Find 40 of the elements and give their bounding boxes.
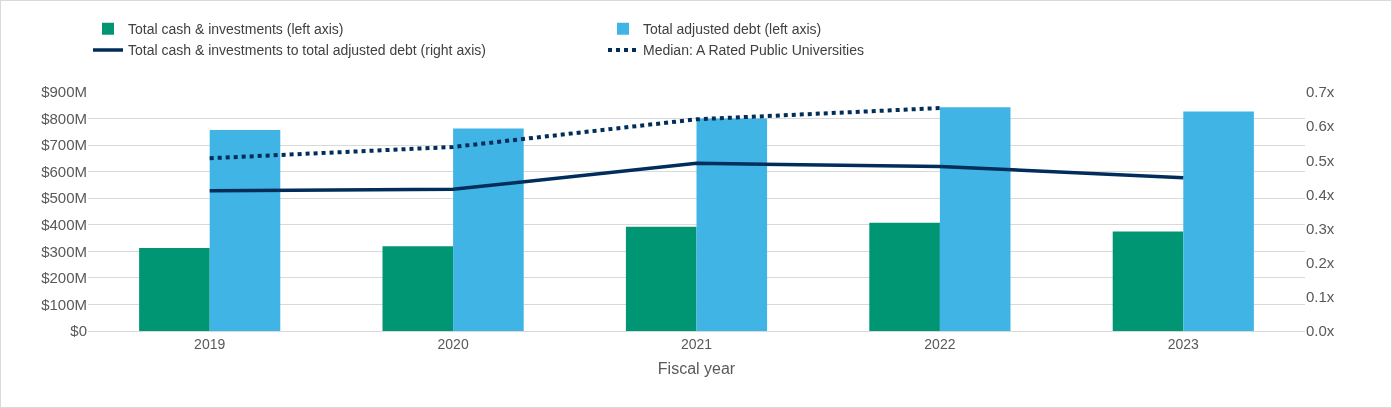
legend-label: Total cash & investments to total adjusted debt (right axis) xyxy=(128,42,486,59)
y2-tick-label: 0.7x xyxy=(1306,83,1335,101)
x-tick-label: 2022 xyxy=(924,335,956,352)
y-tick-label: $400M xyxy=(41,216,87,234)
y2-tick-label: 0.2x xyxy=(1306,253,1335,271)
line-series xyxy=(207,106,942,161)
y2-tick-label: 0.0x xyxy=(1306,322,1335,340)
y2-tick-label: 0.4x xyxy=(1306,185,1335,203)
bar xyxy=(209,129,281,331)
y-tick-label: $0 xyxy=(70,322,87,340)
bar xyxy=(939,107,1011,331)
y2-tick-label: 0.1x xyxy=(1306,288,1335,306)
y-tick-label: $700M xyxy=(41,136,87,154)
x-tick-label: 2019 xyxy=(194,335,226,352)
y-tick-label: $800M xyxy=(41,109,87,127)
legend-label: Total adjusted debt (left axis) xyxy=(643,21,822,38)
bar xyxy=(382,246,454,331)
legend-label: Median: A Rated Public Universities xyxy=(643,42,864,59)
y-tick-label: $100M xyxy=(41,295,87,313)
line-series xyxy=(207,161,1186,193)
bar xyxy=(625,226,697,331)
x-tick-label: 2023 xyxy=(1167,335,1200,352)
bar xyxy=(1183,111,1254,331)
x-tick-label: 2020 xyxy=(437,335,469,352)
y2-tick-label: 0.3x xyxy=(1306,219,1335,237)
y-tick-label: $900M xyxy=(41,83,87,101)
bar xyxy=(453,128,524,331)
y-tick-label: $600M xyxy=(41,162,87,180)
bar xyxy=(869,222,940,331)
bar xyxy=(1112,231,1184,331)
y-tick-label: $200M xyxy=(41,269,87,287)
y2-tick-label: 0.5x xyxy=(1306,151,1335,169)
bar xyxy=(696,118,768,331)
x-axis-title: Fiscal year xyxy=(657,360,736,378)
y2-tick-label: 0.6x xyxy=(1306,117,1335,135)
y-tick-label: $300M xyxy=(41,242,87,260)
legend-label: Total cash & investments (left axis) xyxy=(128,21,344,38)
bar xyxy=(139,247,210,331)
x-tick-label: 2021 xyxy=(680,335,713,352)
y-tick-label: $500M xyxy=(41,189,87,207)
